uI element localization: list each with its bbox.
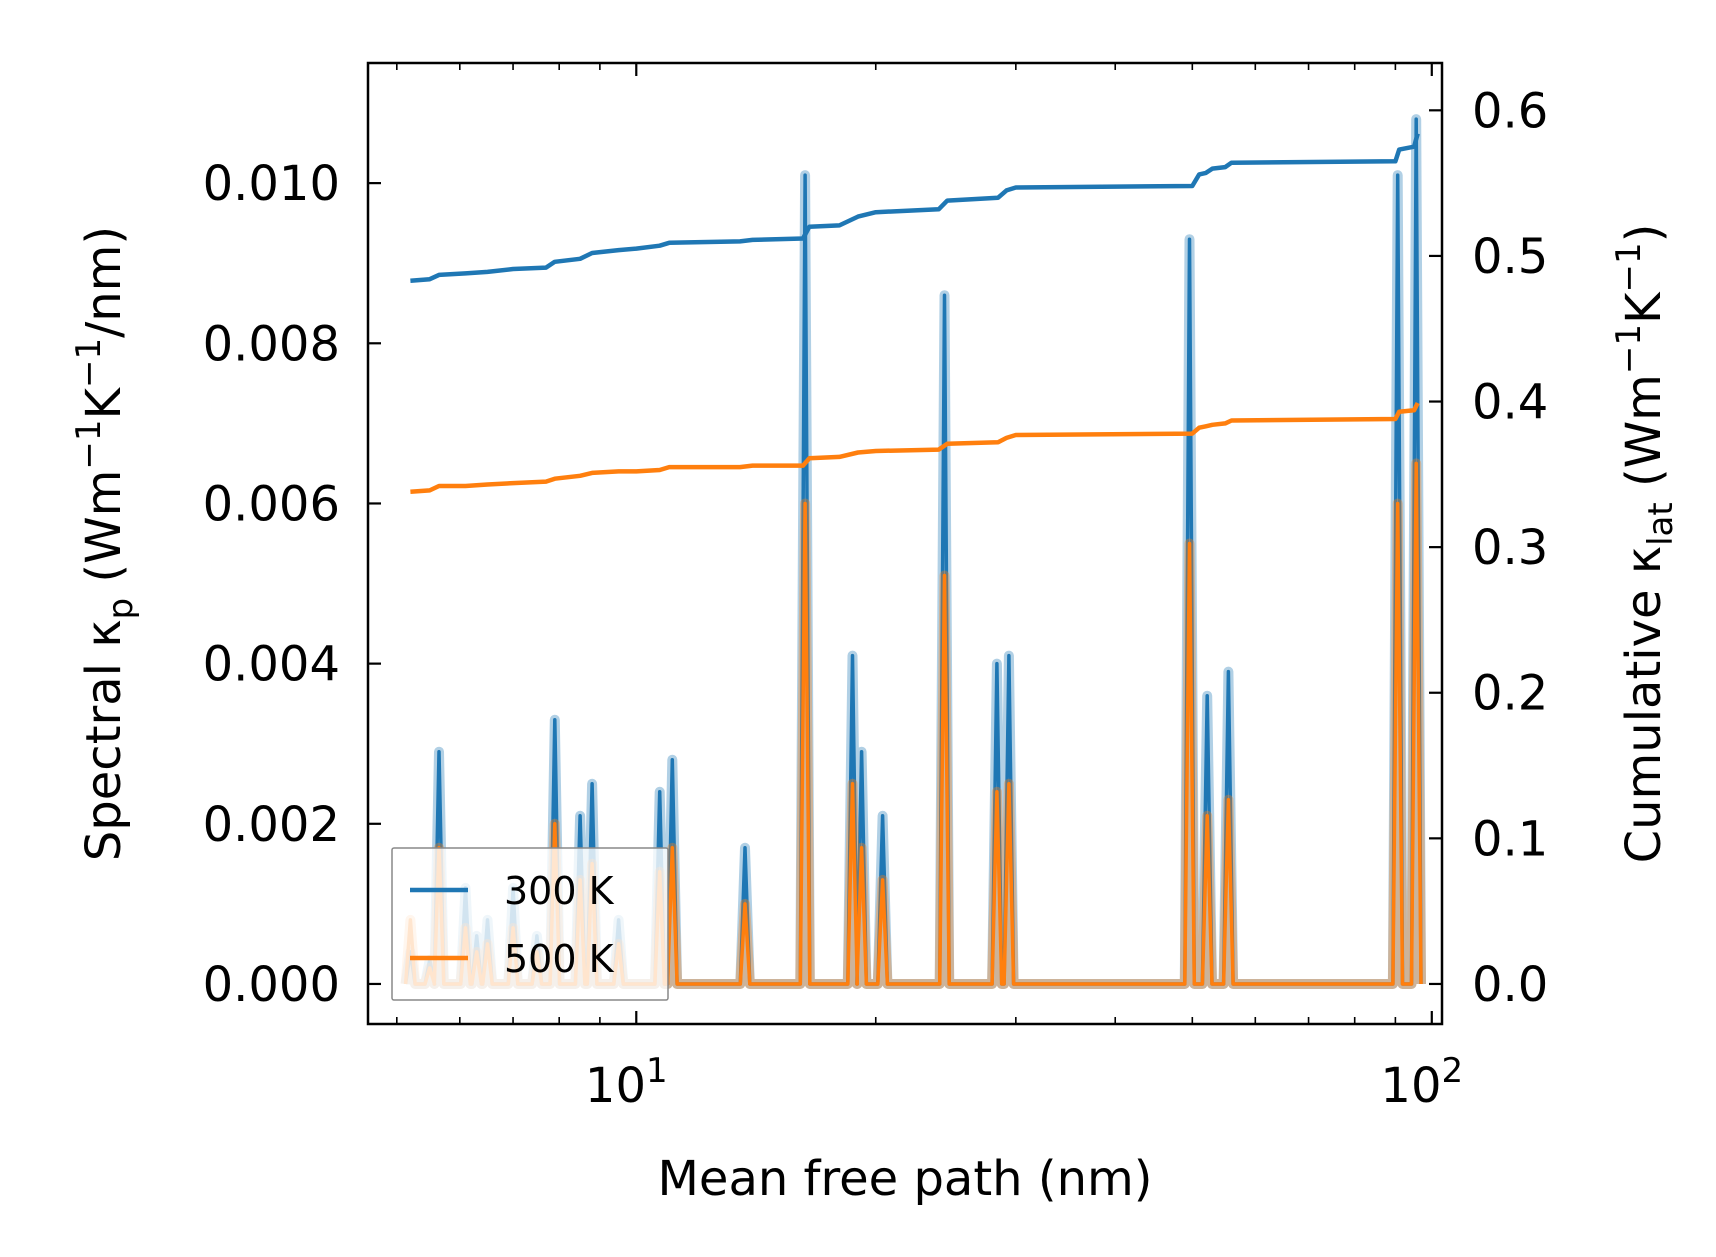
y-right-tick-label: 0.2 [1472, 666, 1548, 722]
y-right-tick-label: 0.0 [1472, 957, 1548, 1013]
y-right-axis-title-units-end: ) [1616, 224, 1672, 243]
y-left-axis-title: Spectral κp (Wm−1K−1/nm) [69, 226, 141, 861]
y-right-tick-label: 0.3 [1472, 520, 1548, 576]
y-right-tick-label: 0.1 [1472, 811, 1548, 867]
y-right-axis-title: Cumulative κlat (Wm−1K−1) [1609, 224, 1681, 864]
x-tick-label: 101 [585, 1051, 668, 1114]
y-right-axis-title-prefix: Cumulative κ [1616, 546, 1672, 864]
y-left-axis-title-units-mid: K [76, 387, 132, 420]
legend-label: 300 K [504, 869, 615, 913]
cumulative-layer [410, 133, 1420, 495]
legend: 300 K 500 K [391, 847, 669, 1001]
y-left-axis-title-units-start: (Wm [76, 470, 132, 598]
cumulative-500k-line [410, 402, 1420, 495]
legend-box [391, 847, 669, 1001]
y-right-tick-label: 0.6 [1472, 83, 1548, 139]
y-left-axis-title-subscript: p [101, 598, 141, 620]
axes-layer [366, 61, 1444, 1026]
y-right-axis-title-subscript: lat [1641, 502, 1681, 546]
y-left-tick-label: 0.004 [203, 637, 340, 693]
y-left-tick-label: 0.002 [203, 797, 340, 853]
y-left-tick-label: 0.010 [203, 156, 340, 212]
y-left-axis-title-units-end: /nm) [76, 226, 132, 338]
y-right-axis-title-superscript-2: −1 [1609, 242, 1649, 292]
y-right-axis-title-units-start: (Wm [1616, 374, 1672, 502]
y-right-tick-label: 0.4 [1472, 375, 1548, 431]
x-tick-label-exponent: 1 [646, 1051, 668, 1091]
y-right-axis-title-superscript-1: −1 [1609, 324, 1649, 374]
y-left-tick-label: 0.008 [203, 316, 340, 372]
labels-layer: 0.000 0.002 0.004 0.006 0.008 0.010 0.0 0.1 0.2 0… [69, 83, 1681, 1207]
x-tick-label-base: 10 [585, 1058, 646, 1114]
y-left-axis-title-superscript-1: −1 [69, 420, 109, 470]
x-tick-label: 102 [1380, 1051, 1463, 1114]
plot-frame [366, 61, 1444, 1026]
x-tick-label-exponent: 2 [1442, 1051, 1464, 1091]
y-right-tick-label: 0.5 [1472, 229, 1548, 285]
x-tick-label-base: 10 [1380, 1058, 1441, 1114]
y-left-axis-title-superscript-2: −1 [69, 338, 109, 388]
y-right-axis-title-units-mid: K [1616, 291, 1672, 324]
y-left-axis-title-prefix: Spectral κ [76, 619, 132, 861]
y-left-tick-label: 0.006 [203, 476, 340, 532]
x-axis-title: Mean free path (nm) [658, 1151, 1153, 1207]
cumulative-300k-line [410, 133, 1420, 283]
legend-label: 500 K [504, 937, 615, 981]
y-left-tick-label: 0.000 [203, 957, 340, 1013]
